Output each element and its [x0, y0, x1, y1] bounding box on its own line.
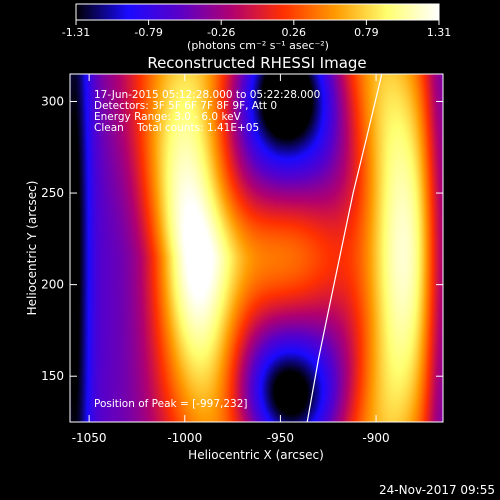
y-tick-label: 200	[41, 278, 64, 292]
colorbar-tick-label: 0.26	[282, 26, 307, 39]
y-axis-ticks: 150 200 250 300	[41, 94, 443, 383]
y-tick-label: 300	[41, 94, 64, 108]
peak-position-label: Position of Peak = [-997,232]	[94, 398, 248, 410]
colorbar-tick-label: -0.26	[207, 26, 235, 39]
x-tick-label: -1050	[72, 431, 107, 445]
x-tick-label: -900	[362, 431, 389, 445]
info-line-time-range: 17-Jun-2015 05:12:28.000 to 05:22:28.000	[94, 89, 320, 101]
colorbar-units-label: (photons cm⁻² s⁻¹ asec⁻²)	[187, 39, 329, 52]
colorbar-ticks: -1.31 -0.79 -0.26 0.26 0.79 1.31	[62, 20, 451, 39]
x-tick-label: -1000	[167, 431, 202, 445]
info-line-energy-range: Energy Range: 3.0 - 6.0 keV	[94, 111, 242, 123]
plot-title: Reconstructed RHESSI Image	[147, 54, 366, 72]
x-tick-label: -950	[267, 431, 294, 445]
colorbar-tick-label: 0.79	[354, 26, 379, 39]
y-axis-label: Heliocentric Y (arcsec)	[25, 181, 39, 316]
info-line-detectors: Detectors: 3F 5F 6F 7F 8F 9F, Att 0	[94, 100, 277, 112]
heatmap-image	[70, 74, 443, 422]
y-tick-label: 250	[41, 186, 64, 200]
footer-timestamp: 24-Nov-2017 09:55	[379, 483, 495, 497]
info-line-total-counts: Clean Total counts: 1.41E+05	[94, 122, 259, 134]
plot-frame	[69, 73, 444, 423]
x-axis-ticks: -1050 -1000 -950 -900	[72, 74, 390, 445]
solar-limb-curve	[306, 74, 383, 422]
colorbar-tick-label: -1.31	[62, 26, 90, 39]
y-tick-label: 150	[41, 369, 64, 383]
colorbar	[75, 3, 440, 21]
x-axis-label: Heliocentric X (arcsec)	[188, 448, 324, 462]
observation-info: 17-Jun-2015 05:12:28.000 to 05:22:28.000…	[94, 89, 320, 134]
colorbar-tick-label: -0.79	[134, 26, 162, 39]
colorbar-tick-label: 1.31	[427, 26, 452, 39]
